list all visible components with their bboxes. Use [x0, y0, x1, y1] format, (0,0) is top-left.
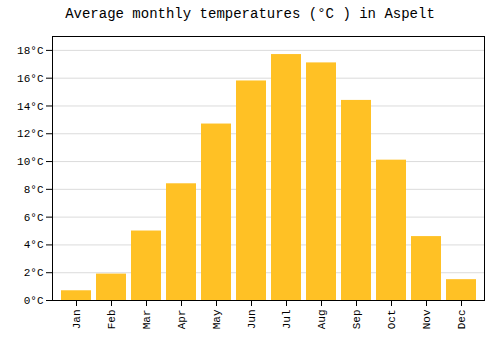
- svg-text:Nov: Nov: [421, 309, 433, 329]
- svg-text:Apr: Apr: [176, 310, 188, 330]
- svg-text:0°C: 0°C: [24, 295, 44, 307]
- svg-text:10°C: 10°C: [17, 156, 44, 168]
- svg-text:Jun: Jun: [246, 310, 258, 330]
- svg-text:May: May: [211, 309, 223, 329]
- svg-text:16°C: 16°C: [17, 73, 44, 85]
- svg-text:18°C: 18°C: [17, 45, 44, 57]
- svg-text:4°C: 4°C: [24, 239, 44, 251]
- svg-text:Dec: Dec: [456, 310, 468, 330]
- svg-text:Mar: Mar: [141, 310, 153, 330]
- html-text:Average monthly temperatures (: Average monthly temperatures (°C ) in As…: [65, 6, 435, 22]
- svg-text:Feb: Feb: [106, 310, 118, 330]
- svg-text:12°C: 12°C: [17, 128, 44, 140]
- svg-text:2°C: 2°C: [24, 267, 44, 279]
- svg-text:Jan: Jan: [71, 310, 83, 330]
- svg-text:14°C: 14°C: [17, 100, 44, 112]
- svg-text:8°C: 8°C: [24, 184, 44, 196]
- svg-text:Sep: Sep: [351, 310, 363, 330]
- svg-text:Jul: Jul: [281, 310, 293, 330]
- svg-text:6°C: 6°C: [24, 212, 44, 224]
- svg-text:Oct: Oct: [386, 310, 398, 330]
- svg-text:Aug: Aug: [316, 310, 328, 330]
